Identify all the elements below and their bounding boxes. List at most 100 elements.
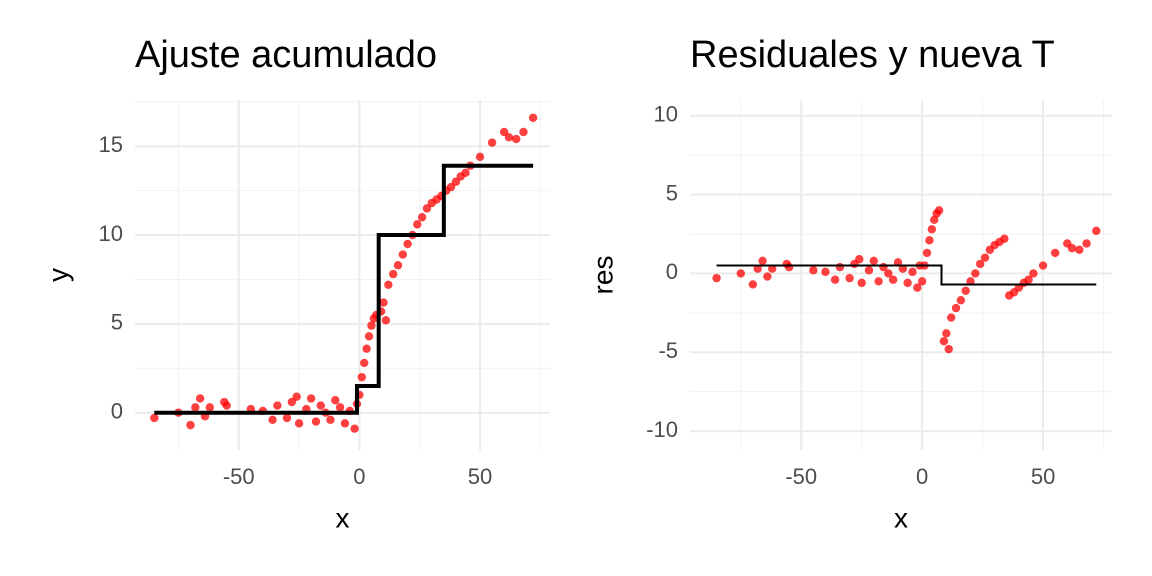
data-point: [946, 313, 956, 322]
data-point: [956, 296, 966, 305]
x-tick-label: 0: [916, 464, 928, 489]
data-point: [413, 220, 422, 229]
data-point: [195, 394, 205, 403]
data-point: [869, 256, 878, 266]
data-point: [976, 259, 985, 269]
data-point: [384, 280, 393, 289]
data-point: [186, 420, 195, 430]
data-point: [884, 269, 893, 278]
data-point: [855, 255, 864, 264]
data-point: [1092, 226, 1101, 236]
data-point: [927, 225, 937, 234]
data-point: [379, 298, 388, 307]
data-point: [917, 277, 927, 286]
x-tick-label: 50: [1031, 464, 1055, 489]
data-point: [763, 272, 772, 281]
data-point: [748, 280, 758, 289]
data-point: [942, 329, 951, 338]
y-tick-label: 10: [654, 102, 678, 127]
data-point: [287, 397, 297, 407]
data-point: [908, 267, 917, 277]
data-point: [845, 273, 854, 283]
data-point: [487, 138, 497, 147]
y-tick-label: 0: [111, 399, 123, 424]
data-point: [758, 256, 767, 266]
data-point: [367, 321, 376, 330]
data-point: [835, 262, 845, 272]
data-point: [311, 417, 321, 426]
data-point: [1038, 261, 1048, 270]
data-point: [381, 316, 391, 325]
data-point: [422, 204, 432, 213]
data-point: [282, 413, 292, 423]
data-point: [364, 332, 374, 341]
data-point: [294, 419, 304, 428]
y-tick-label: -5: [658, 338, 678, 363]
data-point: [951, 303, 961, 313]
data-point: [205, 403, 214, 412]
data-point: [898, 264, 908, 273]
data-point: [922, 248, 932, 258]
data-point: [980, 253, 990, 262]
data-point: [1067, 243, 1077, 253]
data-point: [512, 134, 521, 144]
data-point: [753, 264, 762, 273]
y-axis-label: res: [587, 256, 618, 295]
x-tick-label: -50: [223, 464, 255, 489]
data-point: [1075, 245, 1084, 254]
data-point: [519, 127, 528, 137]
chart-title: Ajuste acumulado: [135, 34, 437, 76]
data-point: [736, 269, 745, 278]
data-point: [350, 424, 359, 433]
x-tick-label: -50: [785, 464, 817, 489]
fit-line: [154, 163, 534, 415]
data-point: [830, 275, 840, 284]
data-point: [864, 266, 874, 275]
data-point: [417, 213, 427, 222]
y-tick-label: 5: [111, 310, 123, 335]
data-point: [292, 392, 301, 401]
data-point: [1029, 269, 1038, 278]
y-tick-label: 10: [99, 221, 123, 246]
data-point: [784, 262, 794, 272]
data-point: [222, 401, 231, 410]
data-point: [925, 236, 934, 245]
data-point: [903, 278, 912, 288]
data-point: [1082, 239, 1091, 248]
data-point: [191, 403, 200, 412]
data-point: [388, 269, 398, 279]
data-point: [362, 344, 371, 353]
data-point: [393, 261, 403, 270]
data-point: [528, 113, 538, 122]
data-point: [809, 266, 818, 275]
data-point: [475, 152, 485, 162]
x-axis-label: x: [894, 502, 908, 533]
data-point: [340, 419, 350, 428]
data-point: [934, 206, 944, 215]
data-point: [398, 250, 408, 259]
y-tick-label: 5: [666, 180, 678, 205]
x-tick-label: 50: [468, 464, 492, 489]
data-point: [874, 277, 883, 286]
y-tick-label: 0: [666, 259, 678, 284]
data-point: [499, 127, 509, 137]
fit-line: [716, 264, 1097, 286]
data-point: [930, 215, 939, 225]
data-point: [403, 239, 412, 249]
data-point: [712, 273, 721, 283]
data-point: [966, 277, 975, 286]
data-point: [971, 269, 980, 278]
data-point: [961, 286, 970, 295]
data-point: [1024, 275, 1033, 284]
data-point: [268, 415, 277, 424]
data-point: [446, 182, 456, 192]
data-point: [306, 394, 316, 403]
data-point: [461, 168, 470, 178]
chart-title: Residuales y nueva T: [690, 34, 1055, 76]
data-point: [939, 337, 949, 346]
data-point: [331, 396, 340, 405]
data-point: [913, 283, 922, 292]
data-point: [504, 133, 514, 142]
